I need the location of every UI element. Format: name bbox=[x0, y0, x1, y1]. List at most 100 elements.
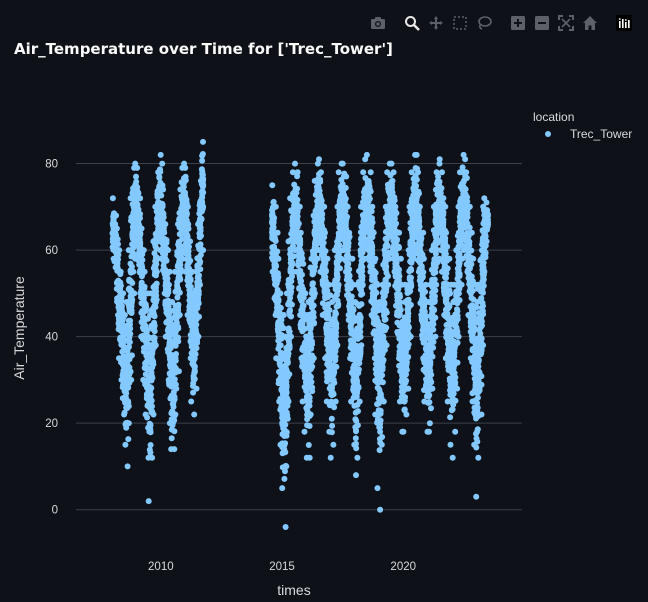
data-point[interactable] bbox=[176, 289, 183, 296]
data-point[interactable] bbox=[172, 342, 179, 349]
data-point[interactable] bbox=[160, 186, 167, 193]
data-point[interactable] bbox=[289, 169, 296, 176]
data-point[interactable] bbox=[290, 253, 297, 260]
data-point[interactable] bbox=[288, 313, 295, 320]
data-point[interactable] bbox=[275, 274, 282, 281]
data-point[interactable] bbox=[280, 325, 287, 332]
data-point[interactable] bbox=[162, 221, 169, 228]
data-point[interactable] bbox=[127, 331, 133, 338]
data-point[interactable] bbox=[295, 238, 302, 245]
data-point[interactable] bbox=[286, 308, 293, 315]
data-point[interactable] bbox=[128, 376, 135, 383]
data-point[interactable] bbox=[428, 326, 435, 333]
data-point[interactable] bbox=[405, 385, 412, 392]
data-point[interactable] bbox=[324, 255, 331, 262]
data-point[interactable] bbox=[281, 421, 288, 428]
data-point[interactable] bbox=[143, 328, 150, 335]
data-point[interactable] bbox=[454, 385, 461, 392]
data-point[interactable] bbox=[197, 266, 204, 273]
data-point[interactable] bbox=[197, 226, 204, 233]
data-point[interactable] bbox=[307, 326, 314, 333]
data-point[interactable] bbox=[302, 290, 309, 297]
data-point[interactable] bbox=[147, 428, 154, 435]
data-point[interactable] bbox=[174, 282, 181, 289]
data-point[interactable] bbox=[118, 298, 125, 305]
data-point[interactable] bbox=[126, 364, 133, 371]
data-point[interactable] bbox=[294, 185, 301, 192]
data-point[interactable] bbox=[452, 428, 459, 435]
data-point[interactable] bbox=[324, 287, 331, 294]
data-point[interactable] bbox=[342, 223, 349, 230]
data-point[interactable] bbox=[358, 301, 365, 308]
data-point[interactable] bbox=[127, 278, 134, 285]
data-point[interactable] bbox=[382, 316, 389, 323]
data-point[interactable] bbox=[456, 297, 463, 304]
data-point[interactable] bbox=[199, 171, 206, 177]
data-point[interactable] bbox=[124, 463, 131, 470]
data-point[interactable] bbox=[328, 429, 335, 436]
data-point[interactable] bbox=[326, 281, 332, 288]
data-point[interactable] bbox=[149, 403, 155, 410]
data-point[interactable] bbox=[393, 220, 400, 227]
data-point[interactable] bbox=[403, 360, 410, 367]
data-point[interactable] bbox=[450, 399, 457, 405]
data-point[interactable] bbox=[412, 198, 419, 205]
data-point[interactable] bbox=[314, 255, 321, 262]
data-point[interactable] bbox=[145, 498, 152, 505]
data-point[interactable] bbox=[120, 290, 127, 297]
data-point[interactable] bbox=[165, 247, 171, 254]
data-point[interactable] bbox=[174, 294, 181, 301]
data-point[interactable] bbox=[277, 290, 284, 297]
data-point[interactable] bbox=[134, 184, 141, 191]
data-point[interactable] bbox=[182, 177, 189, 184]
data-point[interactable] bbox=[383, 342, 390, 349]
data-point[interactable] bbox=[377, 410, 384, 417]
data-point[interactable] bbox=[165, 281, 172, 288]
data-point[interactable] bbox=[300, 260, 307, 267]
data-point[interactable] bbox=[463, 175, 470, 181]
data-point[interactable] bbox=[380, 333, 387, 340]
data-point[interactable] bbox=[289, 261, 296, 267]
data-point[interactable] bbox=[385, 281, 392, 288]
data-point[interactable] bbox=[183, 212, 190, 219]
data-point[interactable] bbox=[328, 415, 335, 422]
data-point[interactable] bbox=[416, 203, 423, 210]
data-point[interactable] bbox=[137, 230, 144, 237]
data-point[interactable] bbox=[426, 371, 433, 378]
data-point[interactable] bbox=[458, 281, 465, 288]
data-point[interactable] bbox=[279, 485, 286, 492]
data-point[interactable] bbox=[137, 195, 144, 202]
data-point[interactable] bbox=[431, 307, 438, 314]
data-point[interactable] bbox=[330, 441, 337, 448]
data-point[interactable] bbox=[309, 384, 316, 391]
data-point[interactable] bbox=[152, 291, 159, 298]
data-point[interactable] bbox=[198, 215, 205, 222]
data-point[interactable] bbox=[192, 345, 199, 352]
data-point[interactable] bbox=[286, 371, 293, 378]
data-point[interactable] bbox=[283, 382, 290, 389]
data-point[interactable] bbox=[126, 339, 133, 346]
data-point[interactable] bbox=[171, 446, 178, 453]
data-point[interactable] bbox=[197, 242, 204, 249]
data-point[interactable] bbox=[374, 281, 381, 288]
data-point[interactable] bbox=[181, 189, 188, 196]
data-point[interactable] bbox=[270, 224, 277, 231]
data-point[interactable] bbox=[408, 281, 415, 288]
data-point[interactable] bbox=[118, 303, 125, 310]
data-point[interactable] bbox=[130, 244, 137, 251]
data-point[interactable] bbox=[432, 287, 439, 294]
data-point[interactable] bbox=[368, 223, 375, 230]
data-point[interactable] bbox=[332, 332, 339, 339]
data-point[interactable] bbox=[109, 195, 116, 202]
data-point[interactable] bbox=[402, 379, 409, 386]
data-point[interactable] bbox=[396, 311, 403, 318]
data-point[interactable] bbox=[184, 243, 191, 249]
data-point[interactable] bbox=[159, 203, 166, 210]
data-point[interactable] bbox=[466, 203, 473, 210]
data-point[interactable] bbox=[376, 447, 383, 454]
data-point[interactable] bbox=[190, 375, 197, 382]
data-point[interactable] bbox=[367, 188, 374, 195]
data-point[interactable] bbox=[374, 401, 381, 408]
data-point[interactable] bbox=[374, 485, 381, 492]
data-point[interactable] bbox=[200, 138, 206, 145]
